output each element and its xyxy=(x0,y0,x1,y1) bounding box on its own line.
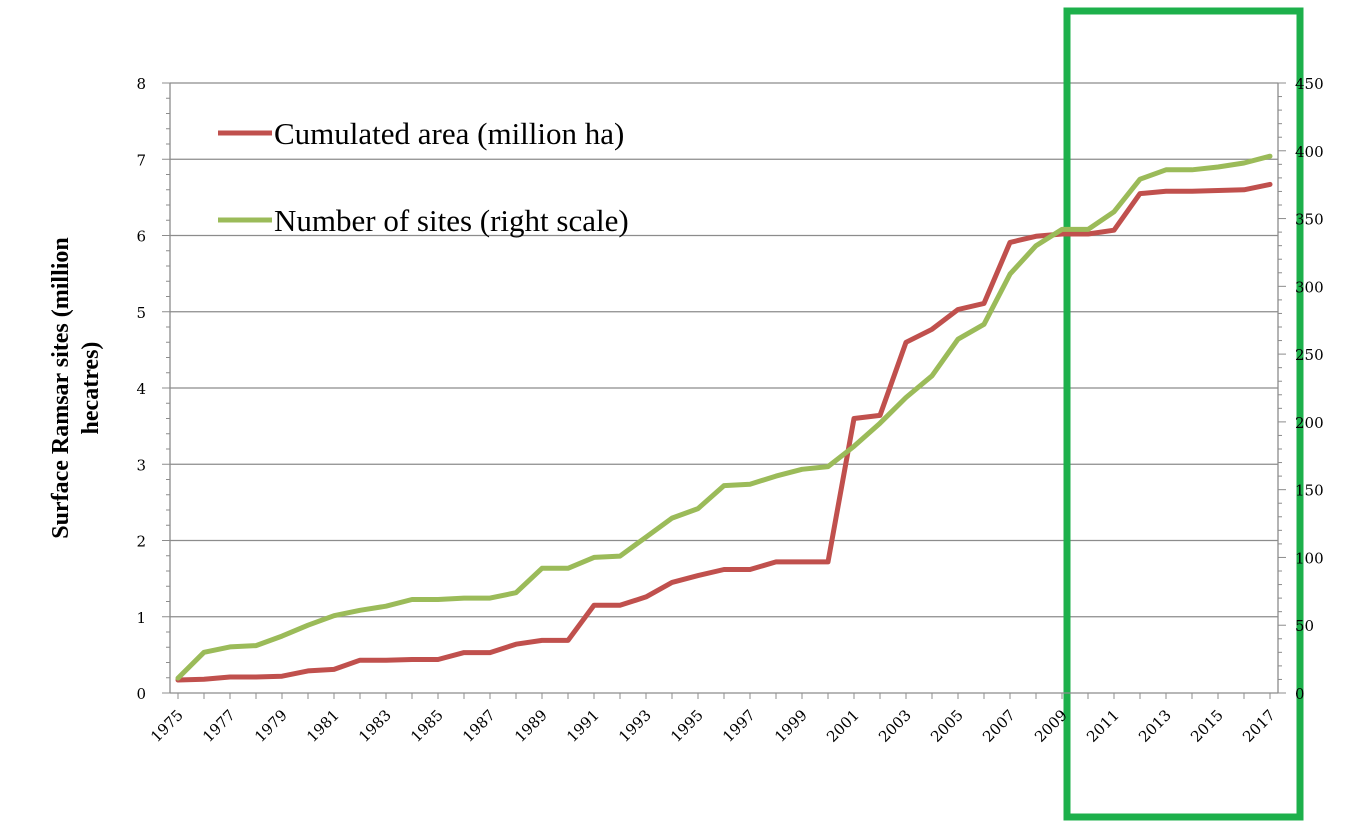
left-tick-label: 7 xyxy=(136,151,146,169)
x-tick-label: 2015 xyxy=(1187,706,1227,746)
x-tick-label: 2003 xyxy=(875,706,915,746)
x-tick-label: 1993 xyxy=(615,706,655,746)
legend: Cumulated area (million ha) Number of sit… xyxy=(218,116,629,238)
left-tick-label: 3 xyxy=(136,456,146,474)
series-layer xyxy=(175,153,1273,683)
x-tick-label: 1991 xyxy=(563,706,603,746)
right-tick-label: 150 xyxy=(1295,482,1324,500)
right-tick-label: 200 xyxy=(1295,414,1324,432)
left-tick-label: 2 xyxy=(136,533,146,551)
highlight-rectangle xyxy=(1063,7,1304,821)
x-tick-label: 2013 xyxy=(1135,706,1175,746)
grid-lines xyxy=(170,82,1278,618)
x-tick-label: 1983 xyxy=(355,706,395,746)
y-axis-title-line: hecatres) xyxy=(78,342,104,435)
left-tick-label: 5 xyxy=(136,304,146,322)
legend-label-1: Cumulated area (million ha) xyxy=(274,116,624,151)
series-line-2 xyxy=(175,153,1273,681)
right-tick-label: 50 xyxy=(1295,617,1314,635)
x-tick-label: 1997 xyxy=(719,706,759,746)
x-tick-label: 1981 xyxy=(303,706,343,746)
right-tick-label: 350 xyxy=(1295,211,1324,229)
series-line-1 xyxy=(175,181,1273,683)
right-tick-label: 250 xyxy=(1295,346,1324,364)
right-tick-label: 300 xyxy=(1295,278,1324,296)
x-tick-label: 1999 xyxy=(771,706,811,746)
x-tick-label: 1989 xyxy=(511,706,551,746)
right-tick-label: 400 xyxy=(1295,143,1324,161)
right-tick-label: 0 xyxy=(1295,685,1305,703)
x-tick-label: 2007 xyxy=(979,706,1019,746)
x-tick-label: 2011 xyxy=(1083,706,1123,746)
x-tick-label: 2001 xyxy=(823,706,863,746)
x-tick-label: 2005 xyxy=(927,706,967,746)
x-tick-label: 1985 xyxy=(407,706,447,746)
x-tick-label: 1979 xyxy=(251,706,291,746)
right-tick-label: 450 xyxy=(1295,75,1324,93)
legend-label-2: Number of sites (right scale) xyxy=(274,203,629,238)
highlight-box xyxy=(1063,7,1304,821)
y-axis-title-line: Surface Ramsar sites (million xyxy=(48,237,74,539)
left-tick-label: 8 xyxy=(136,75,146,93)
x-tick-label: 1977 xyxy=(199,706,239,746)
left-tick-label: 0 xyxy=(136,685,146,703)
y-axis-label: Surface Ramsar sites (million hecatres) xyxy=(48,237,104,539)
left-tick-label: 6 xyxy=(136,228,146,246)
x-tick-label: 2017 xyxy=(1239,706,1279,746)
x-tick-label: 1975 xyxy=(147,706,187,746)
left-tick-label: 1 xyxy=(136,609,146,627)
right-tick-label: 100 xyxy=(1295,549,1324,567)
x-tick-label: 1995 xyxy=(667,706,707,746)
x-tick-label: 1987 xyxy=(459,706,499,746)
left-tick-label: 4 xyxy=(136,380,146,398)
